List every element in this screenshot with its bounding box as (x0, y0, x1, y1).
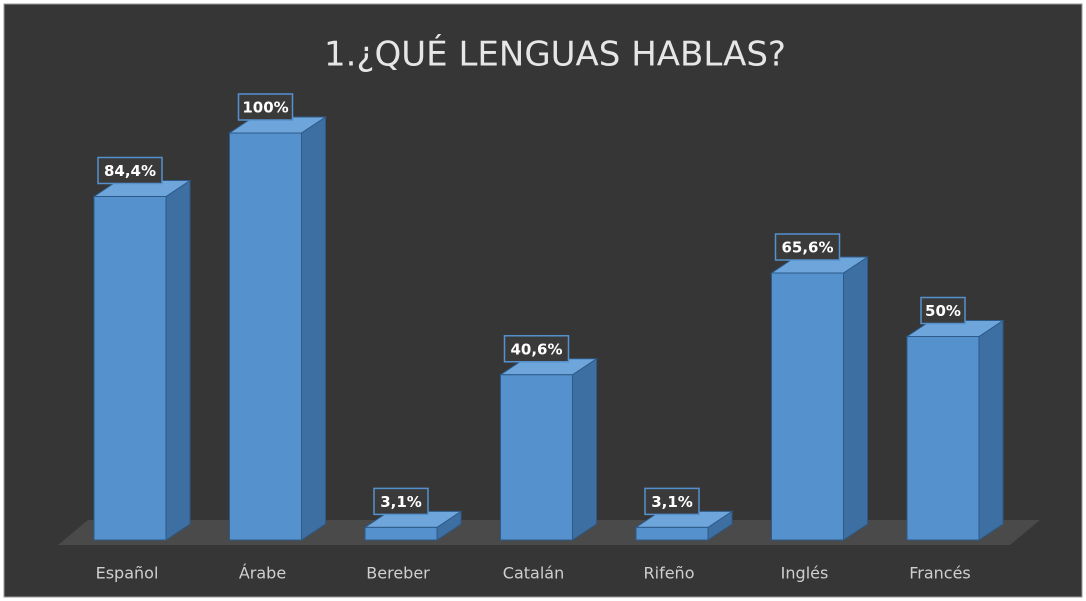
data-label-box (97, 156, 163, 185)
bar (771, 272, 844, 541)
x-tick-label: Francés (909, 564, 971, 583)
data-label-box (644, 487, 700, 516)
data-label: 40,6% (510, 340, 562, 358)
bar (229, 132, 302, 541)
data-label-box (920, 296, 966, 325)
bar (364, 526, 438, 541)
x-tick-label: Árabe (239, 564, 286, 583)
x-tick-label: Bereber (366, 564, 430, 583)
bar (635, 526, 709, 541)
bar-side (843, 256, 868, 541)
data-label-box (373, 487, 429, 516)
bar-side (978, 319, 1004, 541)
bar (500, 374, 573, 541)
bar-side (165, 179, 191, 541)
x-tick-label: Rifeño (644, 564, 695, 583)
bar-side (301, 116, 326, 541)
data-label-box (774, 233, 841, 261)
bar-side (572, 357, 597, 541)
data-label-box (237, 93, 294, 121)
x-tick-label: Catalán (503, 564, 564, 583)
data-label: 65,6% (781, 239, 833, 257)
data-label: 3,1% (380, 493, 422, 511)
data-label: 100% (242, 99, 288, 117)
x-tick-label: Inglés (781, 564, 829, 583)
data-label: 84,4% (104, 162, 156, 180)
data-label: 3,1% (651, 493, 693, 511)
chart-title: 1.¿QUÉ LENGUAS HABLAS? (324, 34, 786, 75)
bar (93, 195, 167, 541)
x-tick-label: Español (96, 564, 159, 583)
data-label-box (503, 335, 570, 363)
data-label: 50% (925, 302, 961, 320)
bar (906, 336, 980, 541)
